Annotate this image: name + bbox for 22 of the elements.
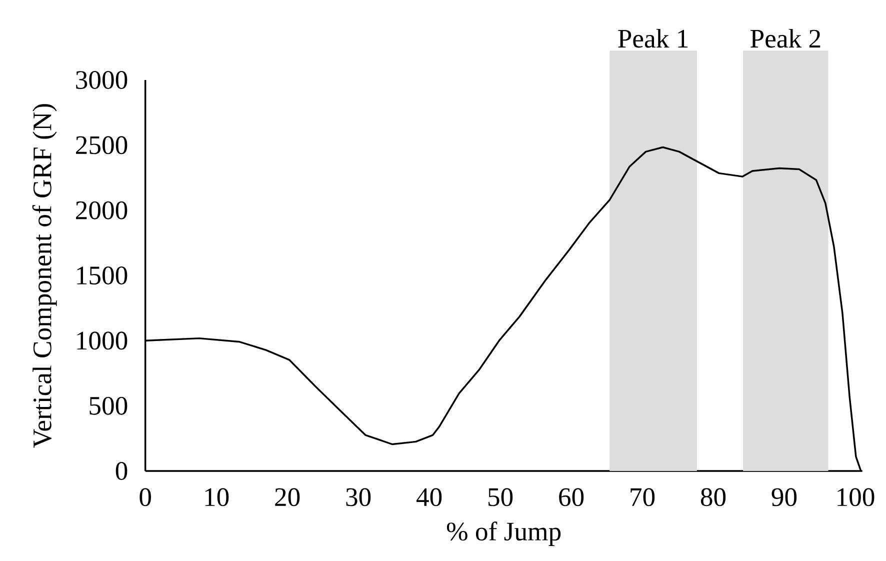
y-tick-label: 2500	[76, 136, 128, 154]
x-tick-label: 90	[772, 488, 797, 506]
band-label: Peak 2	[750, 28, 820, 48]
x-axis-title: % of Jump	[446, 522, 561, 546]
x-tick-label: 40	[416, 488, 442, 506]
x-tick-label: 80	[700, 488, 726, 506]
x-tick-label: 60	[559, 488, 584, 506]
x-tick-label: 50	[488, 488, 513, 506]
y-tick-label: 2000	[76, 201, 128, 220]
y-tick-label: 1000	[77, 332, 128, 350]
y-tick-label: 3000	[76, 71, 128, 89]
y-tick-label: 0	[116, 462, 128, 480]
y-tick-label: 1500	[77, 266, 128, 284]
x-tick-label: 30	[346, 488, 371, 506]
y-axis-title: Vertical Component of GRF (N)	[32, 104, 57, 448]
x-tick-label: 0	[140, 488, 151, 506]
x-tick-label: 20	[275, 488, 300, 506]
y-tick-label: 500	[90, 396, 128, 415]
x-tick-label: 10	[205, 488, 229, 506]
x-tick-label: 70	[630, 488, 655, 506]
band-label: Peak 1	[618, 28, 688, 48]
x-tick-label: 100	[838, 488, 874, 506]
